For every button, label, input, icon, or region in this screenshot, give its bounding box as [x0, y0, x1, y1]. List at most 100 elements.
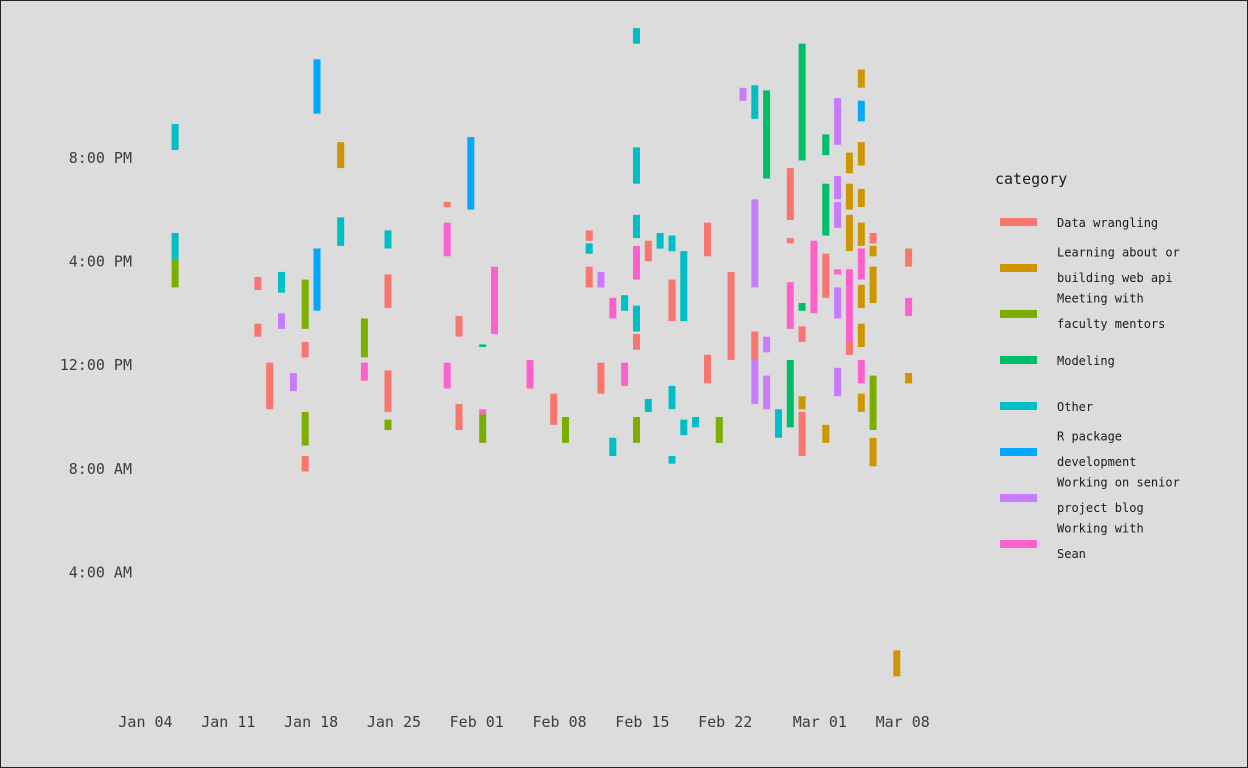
session-bar-data	[254, 277, 262, 290]
session-bar-blog	[834, 175, 842, 200]
session-bar-data	[786, 238, 794, 244]
session-bar-web	[822, 424, 830, 443]
session-bar-other	[337, 217, 345, 246]
session-bar-web	[893, 650, 901, 677]
session-bar-sean	[845, 269, 853, 348]
session-bar-other	[585, 243, 593, 254]
session-bar-rpkg	[313, 59, 321, 114]
legend: category Data wrangling Learning about or…	[995, 170, 1180, 561]
session-bar-data	[266, 362, 274, 410]
session-bar-web	[337, 142, 345, 169]
legend-label: R package	[1057, 429, 1122, 443]
legend-item-data: Data wrangling	[1000, 216, 1158, 230]
session-bar-sean	[834, 269, 842, 275]
session-bar-other	[644, 398, 652, 412]
legend-label: project blog	[1057, 501, 1144, 515]
session-bar-web	[857, 284, 865, 309]
session-bar-meet	[171, 258, 179, 288]
session-bar-data	[751, 331, 759, 360]
x-tick-label: Jan 18	[284, 713, 338, 731]
session-bar-sean	[857, 248, 865, 280]
session-bar-sean	[609, 297, 617, 319]
session-bar-data	[869, 233, 877, 244]
session-bar-sean	[526, 360, 534, 389]
y-tick-label: 4:00 AM	[69, 564, 132, 582]
session-bar-data	[384, 274, 392, 309]
session-bar-data	[585, 266, 593, 288]
session-bar-other	[656, 233, 664, 249]
session-bar-data	[644, 240, 652, 262]
session-bar-data	[905, 248, 913, 267]
session-bar-web	[869, 266, 877, 303]
session-bars	[171, 28, 913, 677]
session-bar-sean	[443, 222, 451, 257]
session-bar-other	[633, 214, 640, 239]
session-bar-other	[633, 28, 640, 44]
legend-label: building web api	[1057, 271, 1173, 285]
x-tick-label: Jan 04	[118, 713, 172, 731]
session-bar-web	[869, 437, 877, 467]
legend-swatch	[1000, 448, 1037, 456]
session-bar-blog	[834, 98, 842, 145]
session-bar-other	[680, 251, 688, 322]
session-bar-data	[443, 201, 451, 208]
session-bar-web	[845, 183, 853, 210]
session-bar-meet	[360, 318, 368, 358]
session-bar-blog	[751, 199, 759, 288]
session-bar-data	[455, 404, 463, 430]
session-bar-other	[668, 235, 676, 252]
session-bar-other	[384, 230, 392, 249]
session-bar-data	[254, 323, 262, 337]
session-bar-sean	[786, 282, 794, 329]
y-tick-label: 4:00 PM	[69, 252, 132, 270]
session-bar-other	[171, 124, 179, 150]
session-bar-data	[786, 168, 794, 220]
x-tick-label: Jan 25	[367, 713, 421, 731]
legend-label: development	[1057, 455, 1136, 469]
session-bar-blog	[739, 87, 747, 101]
x-tick-label: Feb 01	[450, 713, 504, 731]
x-tick-label: Feb 15	[615, 713, 669, 731]
legend-item-sean: Working with Sean	[1000, 521, 1144, 561]
session-bar-sean	[443, 362, 451, 389]
session-bar-model	[479, 344, 487, 347]
x-tick-label: Feb 22	[698, 713, 752, 731]
legend-item-web: Learning about or building web api	[1000, 245, 1180, 285]
legend-label: Sean	[1057, 547, 1086, 561]
legend-label: Learning about or	[1057, 245, 1180, 259]
session-bar-data	[822, 253, 830, 298]
legend-swatch	[1000, 540, 1037, 548]
x-tick-label: Feb 08	[532, 713, 586, 731]
legend-label: faculty mentors	[1057, 317, 1165, 331]
session-bar-meet	[869, 375, 877, 430]
session-bar-data	[384, 370, 392, 412]
session-bar-data	[798, 411, 806, 456]
session-bar-data	[301, 341, 309, 358]
session-bar-meet	[301, 279, 309, 329]
session-bar-data	[455, 315, 463, 337]
x-tick-label: Mar 01	[793, 713, 847, 731]
session-bar-data	[798, 326, 806, 342]
y-tick-label: 12:00 PM	[60, 356, 132, 374]
session-bar-meet	[562, 417, 569, 443]
x-tick-label: Jan 11	[201, 713, 255, 731]
session-bar-web	[845, 214, 853, 252]
session-bar-sean	[360, 362, 368, 381]
session-bar-sean	[810, 240, 818, 314]
session-bar-data	[845, 341, 853, 355]
session-bar-sean	[491, 266, 498, 335]
session-bar-web	[857, 188, 865, 207]
session-bar-web	[857, 323, 865, 347]
legend-swatch	[1000, 494, 1037, 502]
session-bar-rpkg	[857, 100, 865, 122]
session-bar-other	[751, 85, 759, 119]
legend-item-model: Modeling	[1000, 354, 1115, 368]
legend-swatch	[1000, 218, 1037, 226]
legend-label: Working on senior	[1057, 475, 1180, 489]
session-bar-web	[857, 69, 865, 88]
session-bar-sean	[479, 409, 487, 415]
session-bar-blog	[834, 367, 842, 397]
legend-swatch	[1000, 402, 1037, 410]
session-bar-blog	[834, 287, 842, 319]
